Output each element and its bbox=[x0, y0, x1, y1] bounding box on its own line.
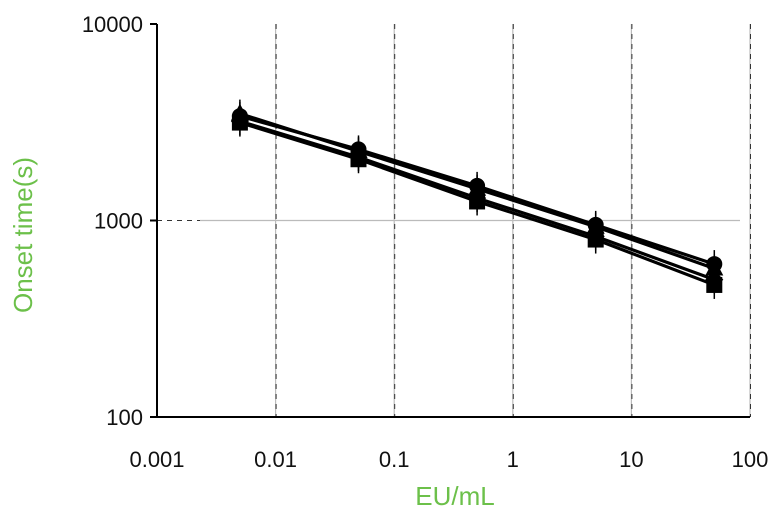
series-group bbox=[230, 99, 724, 299]
data-point-square bbox=[231, 114, 248, 131]
x-tick-label: 0.001 bbox=[129, 447, 184, 472]
axes bbox=[150, 23, 750, 418]
data-point-square bbox=[587, 231, 604, 248]
data-point-square bbox=[350, 151, 367, 168]
y-tick-label: 10000 bbox=[82, 12, 143, 37]
x-tick-labels: 0.001 0.01 0.1 1 10 100 bbox=[129, 447, 768, 472]
y-tick-label: 100 bbox=[106, 405, 143, 430]
x-axis-title: EU/mL bbox=[415, 481, 494, 511]
y-axis-title: Onset time(s) bbox=[8, 157, 38, 313]
x-tick-label: 0.01 bbox=[254, 447, 297, 472]
grid bbox=[157, 24, 751, 417]
x-tick-label: 10 bbox=[619, 447, 643, 472]
x-tick-label: 0.1 bbox=[379, 447, 410, 472]
data-point-square bbox=[469, 193, 486, 210]
series-square bbox=[231, 108, 723, 299]
x-tick-label: 100 bbox=[732, 447, 769, 472]
y-tick-labels: 100 1000 10000 bbox=[82, 12, 143, 430]
y-tick-label: 1000 bbox=[94, 209, 143, 234]
x-tick-label: 1 bbox=[507, 447, 519, 472]
data-point-square bbox=[706, 276, 723, 293]
